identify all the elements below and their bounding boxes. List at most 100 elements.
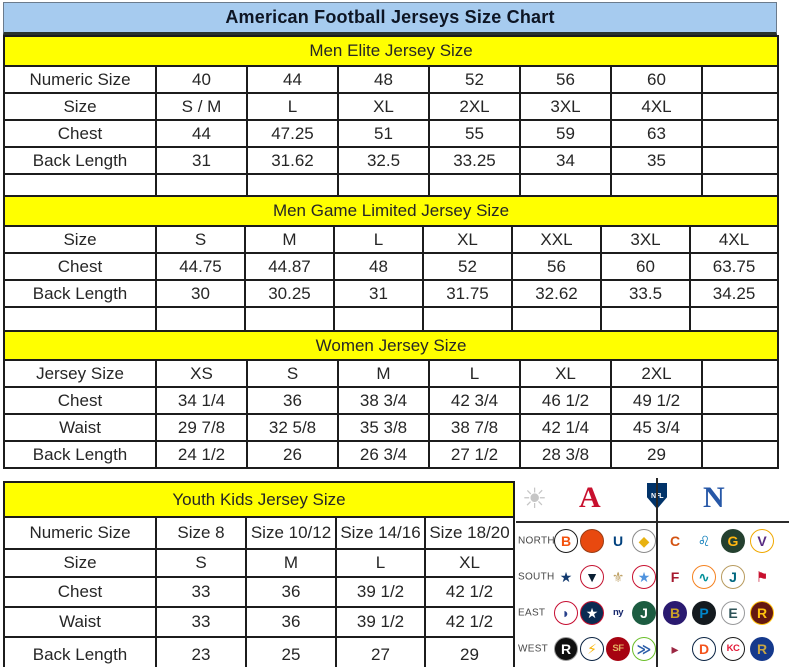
empty-cell — [700, 386, 780, 415]
empty-cell — [511, 306, 602, 333]
afc-team-group: R ⚡ SF ≫ — [554, 637, 656, 661]
division-row-west: WEST R ⚡ SF ≫ ▸ D KC R — [516, 631, 789, 667]
size-cell: 56 — [511, 252, 602, 281]
division-rows-container: NORTH B U ◆ C ♌ G V SOUTH ★ ▼ ⚜ ★ F ∿ J ⚑ EAST ◗ ★ ny J B P E R WE… — [516, 523, 789, 667]
team-logo-giants: ny — [606, 601, 630, 625]
afc-team-group: ◗ ★ ny J — [554, 601, 656, 625]
size-cell: 27 — [335, 636, 426, 667]
division-row-east: EAST ◗ ★ ny J B P E R — [516, 595, 789, 631]
size-cell: L — [333, 225, 424, 254]
row-label: Size — [3, 225, 157, 254]
afc-team-group: ★ ▼ ⚜ ★ — [554, 565, 656, 589]
size-cell: 25 — [245, 636, 337, 667]
team-logo-broncos: D — [692, 637, 716, 661]
team-logo-eagles: E — [721, 601, 745, 625]
size-cell: 55 — [428, 119, 521, 148]
size-cell: 33.25 — [428, 146, 521, 175]
empty-cell — [333, 306, 424, 333]
size-cell: 60 — [600, 252, 691, 281]
team-logo-ravens: B — [663, 601, 687, 625]
size-cell: 26 3/4 — [337, 440, 430, 469]
team-logo-jets: J — [632, 601, 656, 625]
size-cell: 38 3/4 — [337, 386, 430, 415]
size-cell: 4XL — [688, 225, 780, 254]
size-cell: 28 3/8 — [519, 440, 612, 469]
size-cell: 32 5/8 — [246, 413, 339, 442]
team-logo-panthers: P — [692, 601, 716, 625]
team-logo-bears: C — [663, 529, 687, 553]
team-logo-chargers: ⚡ — [580, 637, 604, 661]
row-label: Size — [3, 92, 157, 121]
size-cell: 39 1/2 — [335, 576, 426, 608]
row-label: Chest — [3, 386, 157, 415]
nfc-team-group: ▸ D KC R — [663, 637, 774, 661]
size-cell: 42 1/2 — [423, 606, 516, 638]
size-cell: 30.25 — [244, 279, 335, 308]
size-cell: Size 10/12 — [245, 516, 337, 550]
size-cell: 42 1/4 — [519, 413, 612, 442]
size-cell: S — [155, 225, 246, 254]
size-table-men-game-limited: Men Game Limited Jersey Size Size S M L XL XXL… — [2, 195, 780, 333]
nfc-logo: N — [703, 481, 725, 514]
size-cell: 31.75 — [422, 279, 513, 308]
team-logo-vikings: V — [750, 529, 774, 553]
team-logo-lions: ♌ — [692, 529, 716, 553]
size-cell: S — [155, 548, 247, 578]
conference-logos-row: ☀ANFLN — [516, 478, 789, 523]
empty-cell — [700, 92, 780, 121]
team-logo-chiefs: KC — [721, 637, 745, 661]
size-cell: 38 7/8 — [428, 413, 521, 442]
nfl-teams-panel: ☀ANFLN NORTHBU◆C♌GVSOUTH★▼⚜★F∿J⚑EAST◗★ny… — [516, 478, 789, 667]
size-cell: 56 — [519, 65, 612, 94]
size-cell: XL — [519, 359, 612, 388]
team-logo-colts: U — [606, 529, 630, 553]
empty-cell — [700, 440, 780, 469]
empty-cell — [700, 65, 780, 94]
size-cell: XS — [155, 359, 248, 388]
size-cell: M — [244, 225, 335, 254]
nfc-team-group: C ♌ G V — [663, 529, 774, 553]
size-cell: 49 1/2 — [610, 386, 703, 415]
size-cell: 4XL — [610, 92, 703, 121]
division-label: SOUTH — [518, 571, 555, 583]
size-cell: 63 — [610, 119, 703, 148]
empty-cell — [422, 306, 513, 333]
empty-cell — [700, 413, 780, 442]
team-logo-saints: ⚜ — [606, 565, 630, 589]
size-cell: 52 — [422, 252, 513, 281]
empty-cell — [700, 359, 780, 388]
team-logo-raiders: R — [554, 637, 578, 661]
size-cell: 52 — [428, 65, 521, 94]
size-cell: 33 — [155, 576, 247, 608]
afc-team-group: B U ◆ — [554, 529, 656, 553]
afc-logo: A — [579, 481, 601, 514]
row-label: Numeric Size — [3, 65, 157, 94]
section-header-men-game-limited: Men Game Limited Jersey Size — [2, 195, 780, 227]
size-cell: XL — [337, 92, 430, 121]
team-logo-bills: ◗ — [554, 601, 578, 625]
section-header-youth: Youth Kids Jersey Size — [2, 481, 516, 518]
size-cell: XXL — [511, 225, 602, 254]
conference-divider-line — [656, 478, 658, 667]
size-cell: 30 — [155, 279, 246, 308]
row-label: Jersey Size — [3, 359, 157, 388]
team-logo-steelers: ◆ — [632, 529, 656, 553]
row-label: Chest — [3, 252, 157, 281]
size-cell: 31.62 — [246, 146, 339, 175]
size-cell: 33 — [155, 606, 247, 638]
size-cell: 44.87 — [244, 252, 335, 281]
team-logo-rams: R — [750, 637, 774, 661]
size-cell: XL — [423, 548, 516, 578]
size-cell: 42 3/4 — [428, 386, 521, 415]
division-row-north: NORTH B U ◆ C ♌ G V — [516, 523, 789, 559]
size-table-youth: Youth Kids Jersey Size Numeric Size Size 8… — [2, 481, 516, 667]
size-cell: S / M — [155, 92, 248, 121]
size-cell: 44 — [246, 65, 339, 94]
size-cell: 29 — [610, 440, 703, 469]
row-label: Numeric Size — [3, 516, 157, 550]
row-label: Size — [3, 548, 157, 578]
size-cell: M — [245, 548, 337, 578]
row-label: Back Length — [3, 279, 157, 308]
size-cell: 59 — [519, 119, 612, 148]
size-cell: 32.5 — [337, 146, 430, 175]
